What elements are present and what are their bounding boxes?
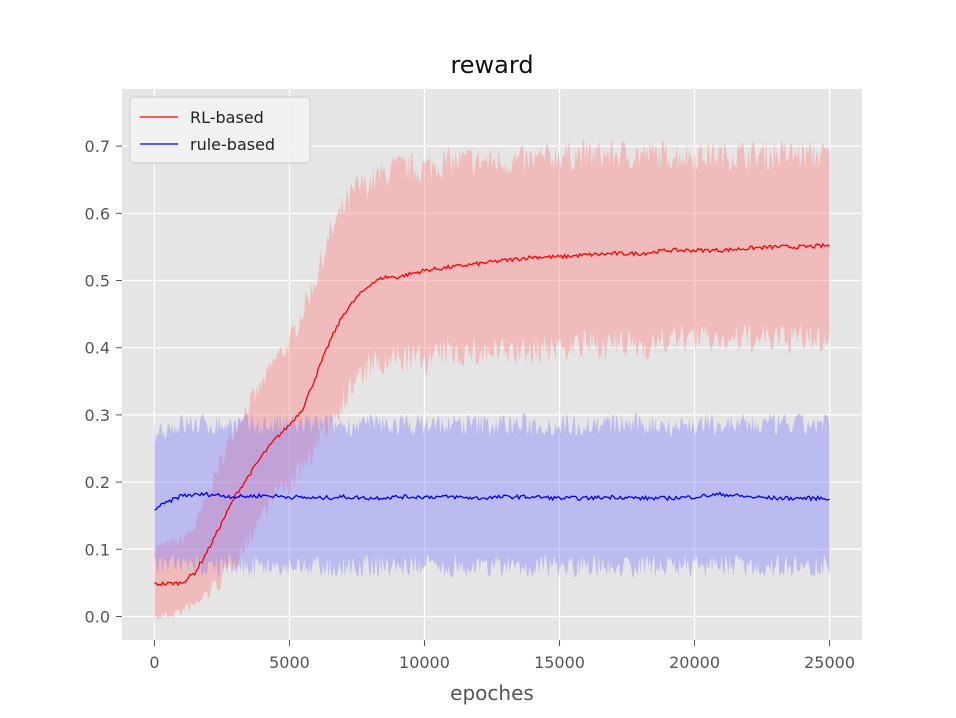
y-axis-ticks: 0.0 0.1 0.2 0.3 0.4 0.5 0.6 0.7	[85, 137, 122, 626]
x-tick-label: 25000	[804, 653, 855, 672]
y-tick-label: 0.0	[85, 607, 110, 626]
y-tick-label: 0.6	[85, 204, 110, 223]
x-axis-label: epoches	[450, 681, 534, 705]
y-tick-label: 0.5	[85, 272, 110, 291]
y-tick-label: 0.7	[85, 137, 110, 156]
y-tick-label: 0.4	[85, 339, 110, 358]
y-tick-label: 0.2	[85, 473, 110, 492]
x-tick-label: 5000	[269, 653, 310, 672]
x-tick-label: 15000	[534, 653, 585, 672]
legend-label-rule-based: rule-based	[190, 135, 275, 154]
chart-title: reward	[450, 51, 533, 79]
y-tick-label: 0.3	[85, 406, 110, 425]
x-axis-ticks: 0 5000 10000 15000 20000 25000	[149, 640, 855, 672]
x-tick-label: 10000	[399, 653, 450, 672]
y-tick-label: 0.1	[85, 540, 110, 559]
legend-label-rl-based: RL-based	[190, 108, 264, 127]
x-tick-label: 20000	[669, 653, 720, 672]
x-tick-label: 0	[149, 653, 159, 672]
legend: RL-based rule-based	[130, 97, 310, 163]
